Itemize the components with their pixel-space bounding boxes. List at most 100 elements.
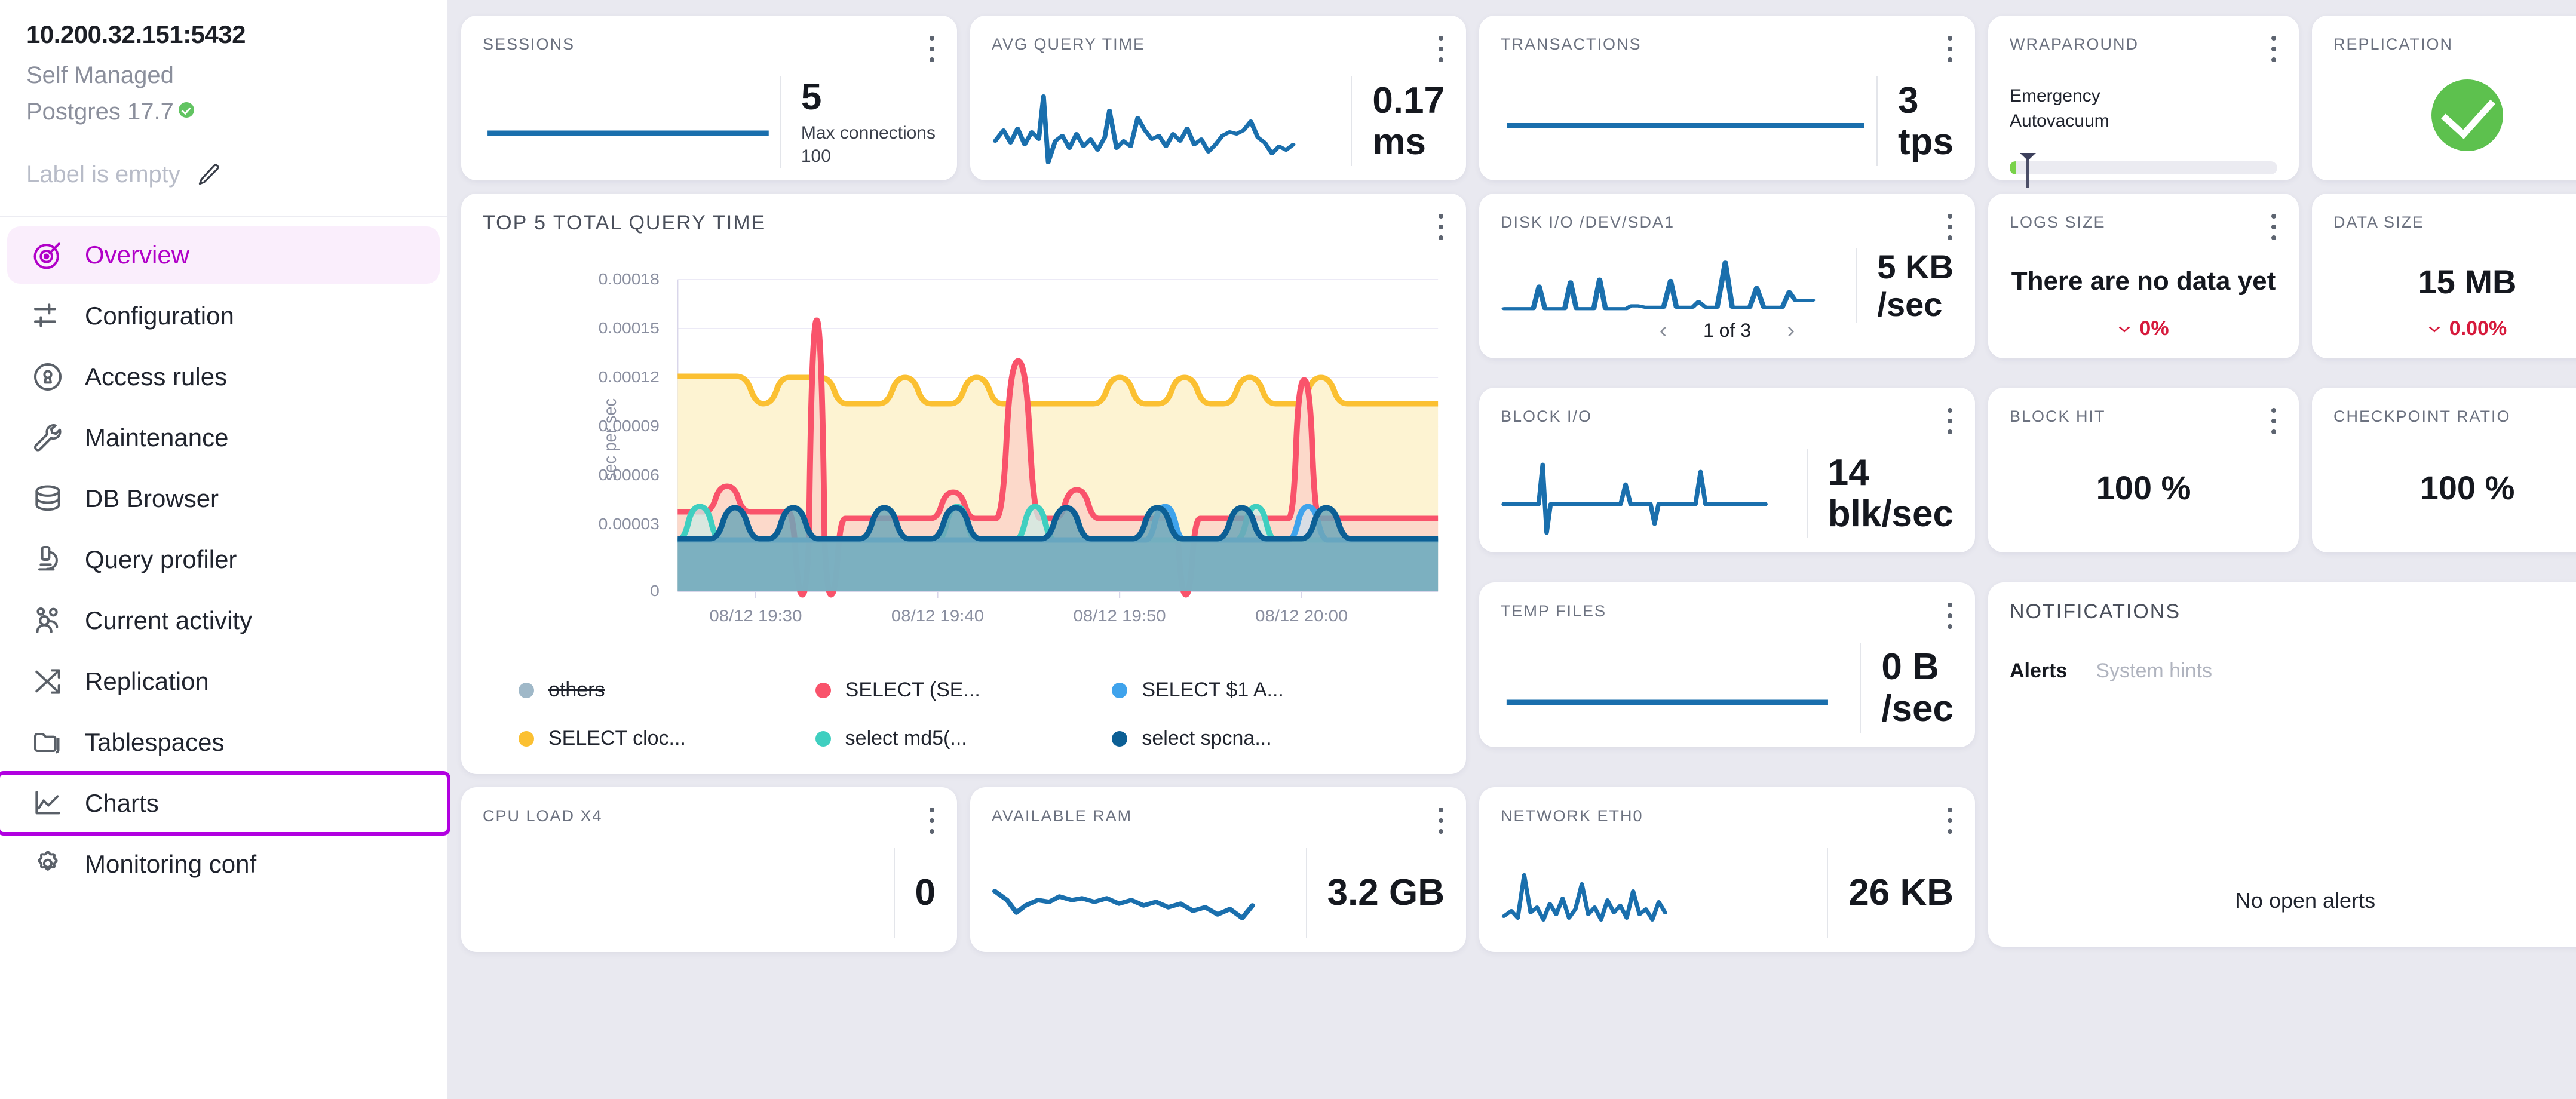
check-circle-green-icon [178,102,194,118]
card-title: Network eth0 [1501,807,1643,825]
sidebar-item-monitoring-conf[interactable]: Monitoring conf [7,836,440,893]
data-size-delta: 0.00% [2333,317,2576,340]
pencil-icon[interactable] [196,162,222,188]
card-avg-query-time: Avg query time 0.17 ms [970,16,1466,180]
sidebar-item-query-profiler[interactable]: Query profiler [7,531,440,588]
legend-label: SELECT (SE... [845,679,980,701]
sidebar-item-tablespaces[interactable]: Tablespaces [7,714,440,771]
sidebar-item-label: Maintenance [85,423,229,452]
card-menu-button[interactable] [1439,33,1445,68]
metric-body: 0 B /sec [1501,643,1954,733]
legend-swatch [1112,730,1128,747]
card-menu-button[interactable] [1948,211,1954,246]
metric-sub-line2: 100 [801,146,831,167]
metric-unit: blk/sec [1827,493,1954,535]
tab-alerts[interactable]: Alerts [2010,659,2068,682]
sparkline-disk-io [1501,251,1850,321]
wraparound-text: Emergency Autovacuum [2010,84,2277,134]
legend-item-others[interactable]: others [519,679,815,702]
divider [779,76,781,168]
card-menu-button[interactable] [1439,805,1445,840]
card-title: Replication [2333,35,2454,53]
series-area-select-spcname [677,508,1439,591]
card-menu-button[interactable] [1948,600,1954,635]
sparkline-block-io [1501,449,1801,538]
metric-value: 15 MB [2418,262,2517,300]
card-title: Checkpoint ratio [2333,407,2511,426]
card-menu-button[interactable] [1439,211,1445,246]
metric-unit: /sec [1877,285,1943,323]
metric-value-block: 0.17 ms [1372,80,1445,163]
card-menu-button[interactable] [2271,406,2277,440]
sidebar-item-access-rules[interactable]: Access rules [7,348,440,406]
card-header: Top 5 total query time [483,211,1445,246]
metric-value: 0.17 [1372,79,1445,121]
divider [893,848,895,938]
server-label-text: Label is empty [26,161,180,188]
server-version-row: Postgres 17.7 [26,99,421,125]
card-top5-total-query-time: Top 5 total query time 0.00018 0.00015 0… [461,194,1466,774]
database-icon [31,482,65,515]
card-title: Available RAM [992,807,1133,825]
metric-body: 3.2 GB [992,848,1445,938]
empty-state-text: There are no data yet [2011,266,2276,296]
card-menu-button[interactable] [1948,805,1954,840]
metric-body: 14 blk/sec [1501,449,1954,539]
card-menu-button[interactable] [1948,406,1954,440]
card-menu-button[interactable] [2271,211,2277,246]
wrench-icon [31,421,65,455]
server-label-row[interactable]: Label is empty [26,161,421,188]
card-title: Transactions [1501,35,1642,53]
card-menu-button[interactable] [1948,33,1954,68]
card-header: Wraparound [2010,33,2277,68]
delta-value: 0.00% [2449,317,2507,340]
card-menu-button[interactable] [930,33,936,68]
metric-value-block: 5 Max connections 100 [801,76,936,168]
sidebar-header: 10.200.32.151:5432 Self Managed Postgres… [0,0,447,188]
card-header: Network eth0 [1501,805,1954,840]
card-header: Avg query time [992,33,1445,68]
card-title: CPU Load x4 [483,807,603,825]
sidebar-item-maintenance[interactable]: Maintenance [7,409,440,466]
card-title: Temp files [1501,601,1607,620]
check-circle-green-icon [2431,79,2503,151]
sidebar-item-current-activity[interactable]: Current activity [7,592,440,649]
tab-system-hints[interactable]: System hints [2096,659,2212,682]
wraparound-line2: Autovacuum [2010,111,2109,131]
card-title: Wraparound [2010,35,2139,53]
card-title: Block I/O [1501,407,1593,426]
card-transactions: Transactions 3 tps [1479,16,1975,180]
metric-unit: tps [1898,121,1954,162]
card-menu-button[interactable] [2271,33,2277,68]
chevron-right-icon[interactable]: › [1787,317,1795,344]
progress-track [2010,161,2277,174]
checkpoint-ratio-body: 100 % [2333,440,2576,535]
server-host: 10.200.32.151:5432 [26,20,246,48]
legend-item-select-se[interactable]: SELECT (SE... [815,679,1112,702]
ytick: 0.00009 [599,417,660,435]
card-title: Avg query time [992,35,1146,53]
metric-value-block: 0 [915,872,936,913]
sidebar-item-db-browser[interactable]: DB Browser [7,470,440,527]
logs-size-body: There are no data yet [2010,246,2277,317]
sidebar-item-overview[interactable]: Overview [7,226,440,284]
legend-item-select-1a[interactable]: SELECT $1 A... [1112,679,1409,702]
legend-item-select-md5[interactable]: select md5(... [815,727,1112,750]
legend-item-select-spcname[interactable]: select spcna... [1112,727,1409,750]
card-menu-button[interactable] [930,805,936,840]
sidebar-item-replication[interactable]: Replication [7,653,440,710]
legend-swatch [815,682,831,698]
card-disk-io: Disk I/O /dev/sda1 5 KB /sec ‹ 1 of 3 › [1479,194,1975,358]
metric-value-block: 5 KB /sec [1877,248,1954,323]
legend-item-select-clock[interactable]: SELECT cloc... [519,727,815,750]
sidebar-item-charts[interactable]: Charts [0,771,450,836]
sidebar-item-configuration[interactable]: Configuration [7,287,440,345]
sidebar-item-label: Overview [85,241,190,269]
shuffle-icon [31,665,65,698]
chevron-left-icon[interactable]: ‹ [1659,317,1667,344]
target-icon [31,238,65,272]
microscope-icon [31,543,65,576]
card-header: Logs size [2010,211,2277,246]
progress-fill [2010,161,2016,174]
metric-value: 3.2 GB [1327,872,1445,914]
